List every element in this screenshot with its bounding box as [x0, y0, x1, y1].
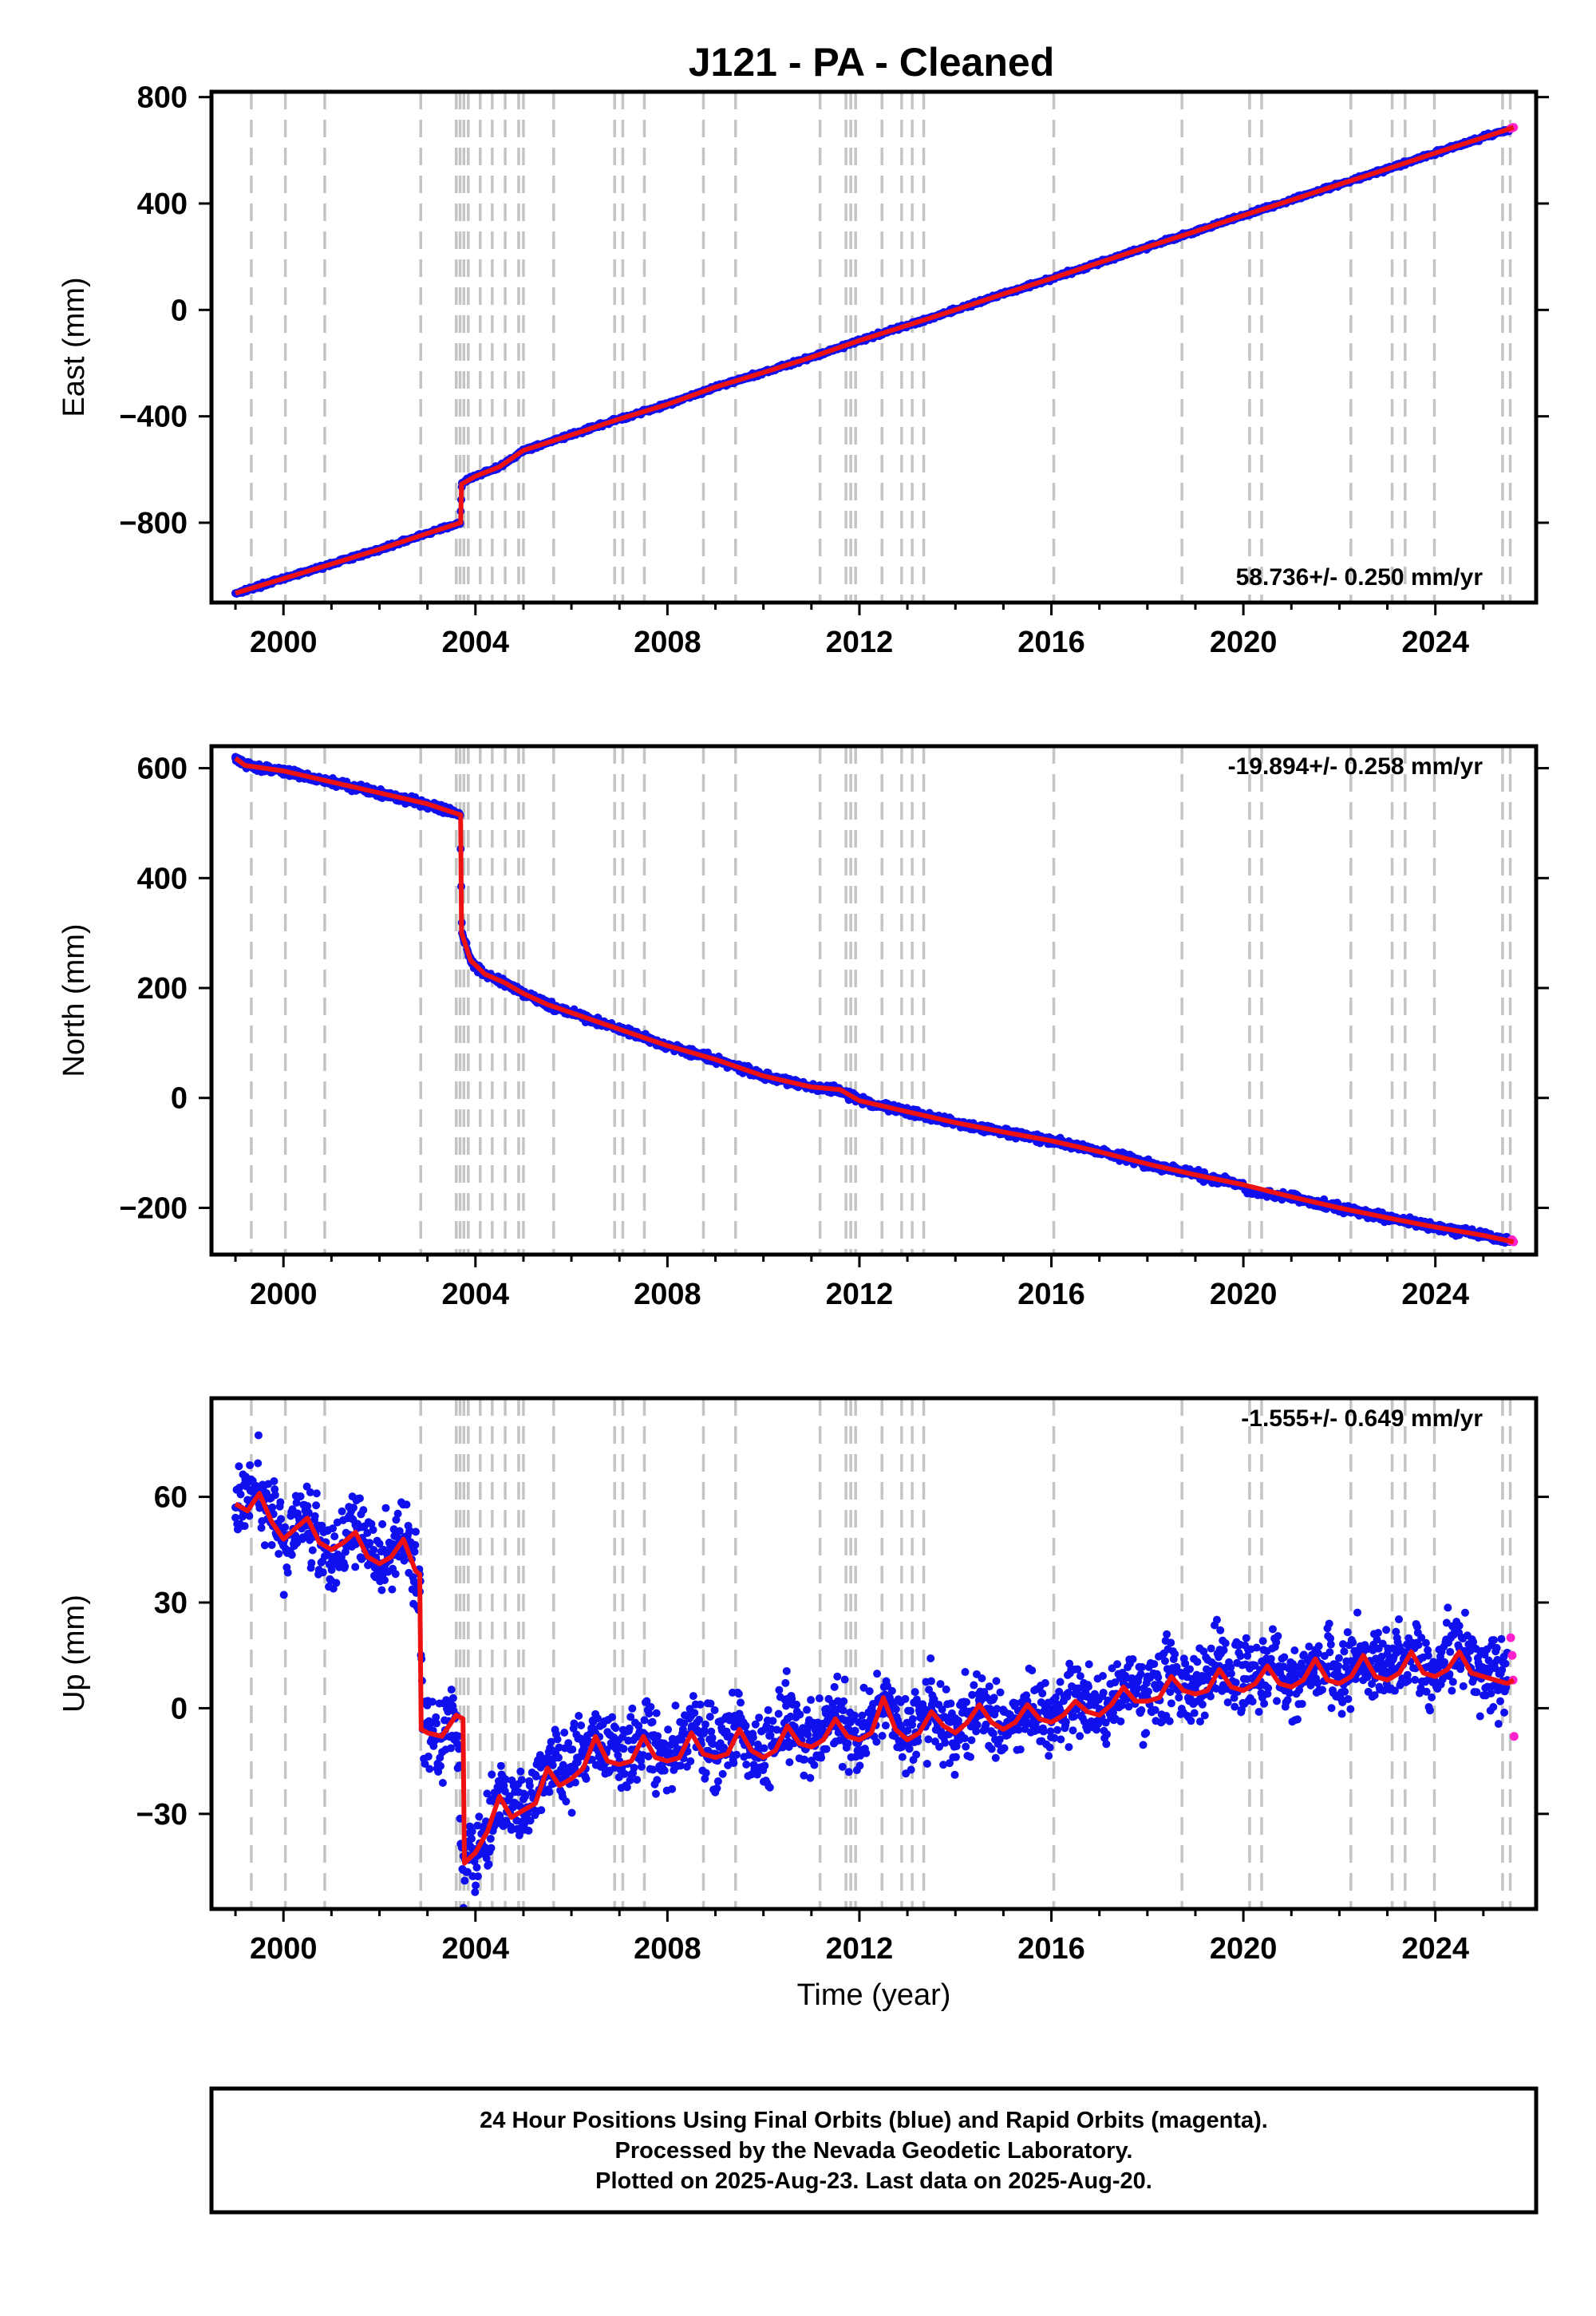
up-daily-position-167	[327, 1566, 336, 1575]
north-x-tick-label-2008: 2008	[634, 1278, 701, 1311]
north-x-tick-label-2012: 2012	[826, 1278, 894, 1311]
east-x-tick-label-2012: 2012	[826, 626, 894, 659]
up-daily-position-51	[260, 1541, 269, 1550]
east-y-tick-label-0: −800	[119, 507, 188, 540]
up-daily-position-9	[236, 1490, 245, 1499]
north-y-axis-label: North (mm)	[57, 923, 91, 1077]
north-y-axis: −200 0 200 400 600	[119, 753, 1549, 1225]
east-y-tick-label-3: 400	[137, 188, 188, 221]
east-x-tick-label-2020: 2020	[1210, 626, 1278, 659]
east-y-tick-label-1: −400	[119, 401, 188, 434]
up-daily-position-150	[318, 1521, 326, 1530]
north-y-tick-label-1: 0	[171, 1082, 188, 1116]
up-daily-position-40	[254, 1431, 263, 1440]
up-daily-position-130	[306, 1488, 314, 1496]
up-daily-position-24	[245, 1512, 254, 1520]
east-x-tick-label-2000: 2000	[250, 626, 318, 659]
north-x-tick-label-2020: 2020	[1210, 1278, 1278, 1311]
north-y-tick-label-2: 200	[137, 972, 188, 1006]
up-daily-position-152	[318, 1568, 327, 1577]
up-daily-position-68	[271, 1485, 279, 1494]
up-daily-position-75	[275, 1550, 283, 1559]
up-daily-position-39	[254, 1459, 263, 1468]
up-daily-position-141	[312, 1489, 321, 1498]
north-frame	[209, 744, 1539, 1257]
up-daily-position-134	[308, 1546, 317, 1555]
east-panel: 2000 2004 2008 2012 2016 2020 2024 −800 −400 0 400…	[57, 81, 1549, 659]
east-x-tick-label-2016: 2016	[1017, 626, 1085, 659]
up-plot-area	[231, 1431, 1519, 1909]
east-plot-area	[231, 123, 1519, 598]
up-daily-position-140	[312, 1501, 321, 1510]
up-daily-position-25	[246, 1460, 255, 1469]
up-daily-position-16	[240, 1522, 249, 1531]
up-daily-position-190	[341, 1562, 350, 1571]
up-daily-position-185	[338, 1507, 346, 1516]
up-daily-position-42	[255, 1504, 264, 1512]
north-y-tick-label-3: 400	[137, 862, 188, 895]
east-frame	[209, 89, 1539, 605]
east-y-axis-label: East (mm)	[57, 277, 91, 417]
up-daily-position-125	[303, 1502, 312, 1511]
up-daily-position-172	[330, 1532, 339, 1541]
east-model-line	[235, 124, 1515, 596]
north-x-tick-label-2000: 2000	[250, 1278, 318, 1311]
up-daily-position-0	[231, 1513, 240, 1522]
north-rate-label: -19.894+/- 0.258 mm/yr	[1228, 753, 1483, 780]
east-y-tick-label-4: 800	[137, 81, 188, 115]
east-x-tick-label-2024: 2024	[1401, 626, 1469, 659]
up-daily-position-45	[257, 1524, 266, 1532]
east-x-axis: 2000 2004 2008 2012 2016 2020 2024	[234, 603, 1485, 659]
north-final-series	[231, 753, 1514, 1247]
up-daily-position-64	[268, 1503, 277, 1512]
up-daily-position-159	[322, 1550, 331, 1559]
up-daily-position-69	[271, 1491, 279, 1500]
north-x-tick-label-2016: 2016	[1017, 1278, 1085, 1311]
north-x-tick-label-2024: 2024	[1401, 1278, 1469, 1311]
up-daily-position-84	[279, 1591, 288, 1599]
east-y-axis: −800 −400 0 400 800	[119, 81, 1549, 540]
up-daily-position-113	[296, 1492, 305, 1501]
up-daily-position-21	[243, 1496, 252, 1504]
north-panel: 2000 2004 2008 2012 2016 2020 2024 −200 0 200 400 6…	[57, 744, 1549, 1311]
east-rate-label: 58.736+/- 0.250 mm/yr	[1236, 564, 1483, 591]
up-daily-position-63	[267, 1540, 276, 1549]
up-daily-position-124	[302, 1482, 311, 1491]
north-y-tick-label-0: −200	[119, 1192, 188, 1225]
up-daily-position-169	[329, 1524, 338, 1533]
east-x-tick-label-2004: 2004	[442, 626, 510, 659]
up-daily-position-106	[292, 1498, 301, 1507]
north-event-lines	[250, 746, 1512, 1255]
north-x-tick-label-2004: 2004	[442, 1278, 510, 1311]
up-final-series	[231, 1431, 1511, 1909]
up-daily-position-98	[287, 1551, 296, 1559]
up-daily-position-91	[283, 1568, 292, 1577]
up-daily-position-127	[304, 1508, 313, 1517]
up-daily-position-79	[277, 1515, 286, 1524]
up-daily-position-67	[270, 1476, 279, 1485]
east-y-tick-label-2: 0	[171, 294, 188, 327]
up-daily-position-86	[281, 1523, 290, 1531]
figure-title: J121 - PA - Cleaned	[689, 40, 1055, 85]
north-model-line	[234, 756, 1515, 1245]
up-daily-position-6	[235, 1462, 243, 1471]
north-x-axis: 2000 2004 2008 2012 2016 2020 2024	[234, 1255, 1485, 1311]
east-x-tick-label-2008: 2008	[634, 626, 701, 659]
up-daily-position-132	[307, 1559, 316, 1567]
north-y-tick-label-4: 600	[137, 753, 188, 786]
north-plot-area	[231, 753, 1519, 1247]
up-daily-position-138	[310, 1512, 319, 1520]
up-daily-position-175	[332, 1579, 341, 1587]
east-event-lines	[250, 92, 1512, 603]
east-final-series	[231, 124, 1514, 598]
up-daily-position-78	[276, 1498, 285, 1507]
